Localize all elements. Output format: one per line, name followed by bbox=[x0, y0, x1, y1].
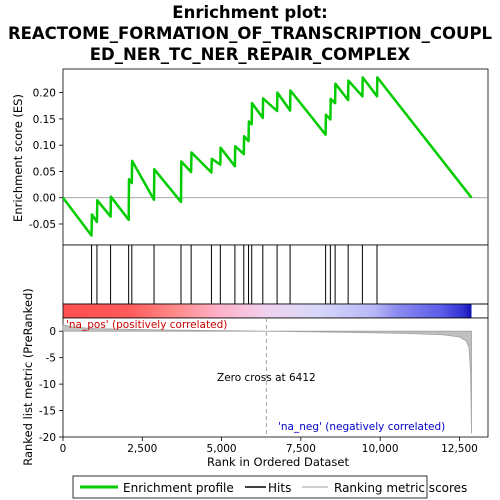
es-y-tick-label: -0.05 bbox=[29, 219, 56, 231]
metric-y-tick-label: -20 bbox=[39, 432, 56, 444]
chart-title-line-2: REACTOME_FORMATION_OF_TRANSCRIPTION_COUP… bbox=[8, 24, 493, 43]
negative-label: 'na_neg' (negatively correlated) bbox=[278, 421, 445, 433]
metric-area bbox=[62, 324, 472, 434]
metric-y-tick-label: -5 bbox=[46, 353, 56, 365]
metric-y-axis-label: Ranked list metric (PreRanked) bbox=[21, 288, 35, 466]
hits-panel-frame bbox=[62, 244, 489, 305]
x-tick-label: 0 bbox=[60, 443, 67, 455]
legend-metric-label: Ranking metric scores bbox=[334, 481, 467, 495]
ranked-metric-panel: 0 -5 -10 -15 -20 Zero cross at 6412 'na_pos' (… bbox=[39, 317, 489, 455]
rank-colorbar bbox=[62, 303, 489, 319]
chart-title-line-1: Enrichment plot: bbox=[172, 3, 327, 22]
es-y-tick-label: 0.20 bbox=[33, 88, 56, 100]
es-y-tick-label: 0.00 bbox=[33, 193, 56, 205]
x-tick-label: 12,500 bbox=[441, 443, 478, 455]
es-y-tick-label: 0.10 bbox=[33, 140, 56, 152]
x-tick-label: 10,000 bbox=[362, 443, 399, 455]
metric-y-tick-label: 0 bbox=[49, 326, 56, 338]
x-tick-label: 5,000 bbox=[207, 443, 237, 455]
x-tick-label: 7,500 bbox=[286, 443, 316, 455]
es-y-axis-label: Enrichment score (ES) bbox=[11, 94, 25, 222]
legend-enrichment-label: Enrichment profile bbox=[123, 481, 234, 495]
chart-title-line-3: ED_NER_TC_NER_REPAIR_COMPLEX bbox=[90, 45, 411, 64]
legend-hits-label: Hits bbox=[268, 481, 291, 495]
es-panel: -0.05 0.00 0.05 0.10 0.15 0.20 bbox=[29, 68, 489, 246]
es-panel-frame bbox=[62, 68, 489, 246]
x-axis-label: Rank in Ordered Dataset bbox=[207, 455, 350, 469]
positive-label: 'na_pos' (positively correlated) bbox=[66, 319, 227, 331]
hits-panel bbox=[62, 244, 489, 305]
es-y-tick-label: 0.05 bbox=[33, 166, 56, 178]
es-y-tick-label: 0.15 bbox=[33, 114, 56, 126]
legend: Enrichment profile Hits Ranking metric s… bbox=[72, 475, 467, 499]
metric-y-tick-label: -15 bbox=[39, 406, 56, 418]
x-tick-label: 2,500 bbox=[127, 443, 157, 455]
zero-cross-label: Zero cross at 6412 bbox=[217, 372, 316, 384]
colorbar-gradient bbox=[63, 304, 472, 318]
es-series-line bbox=[62, 76, 473, 237]
metric-panel-frame bbox=[62, 317, 489, 438]
metric-y-tick-label: -10 bbox=[39, 379, 56, 391]
